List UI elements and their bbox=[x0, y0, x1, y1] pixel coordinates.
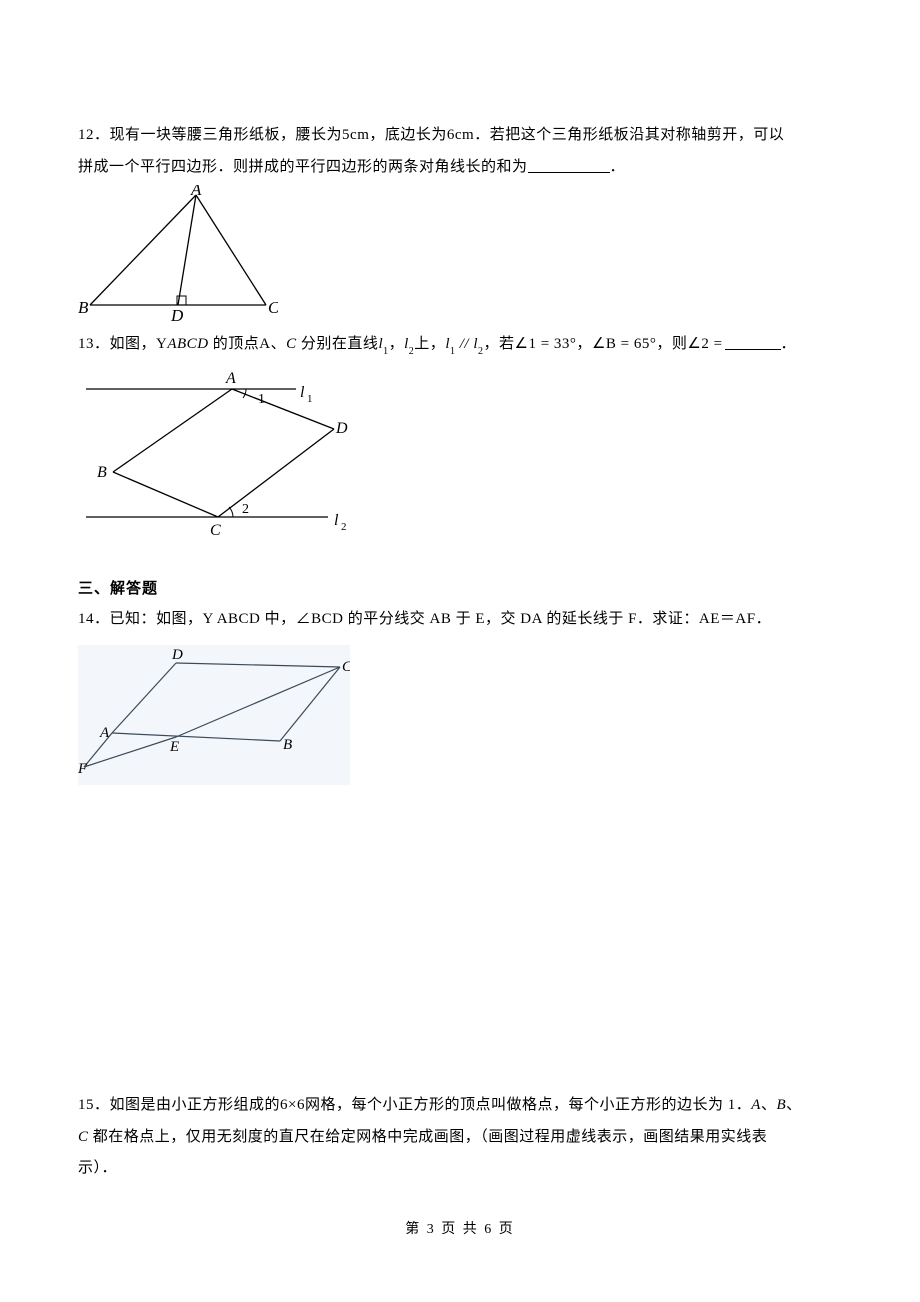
q13-period: ． bbox=[781, 336, 797, 352]
q15-A: A bbox=[751, 1097, 761, 1113]
q13-blank bbox=[725, 331, 781, 350]
q12-text-b: ，底边长为 bbox=[369, 127, 447, 143]
svg-text:2: 2 bbox=[341, 521, 347, 533]
q15-num: 15． bbox=[78, 1097, 110, 1113]
q15-text-c: 、 bbox=[761, 1097, 777, 1113]
q13-ang2: ∠2 = bbox=[687, 336, 722, 352]
q13-A: A bbox=[259, 336, 270, 352]
q13-para: // bbox=[455, 336, 473, 352]
q12-val2: 6cm bbox=[447, 127, 474, 143]
svg-text:C: C bbox=[268, 298, 278, 317]
q14-figure: D C A B E F bbox=[78, 645, 842, 785]
section-3-heading: 三、解答题 bbox=[78, 577, 842, 598]
q15-text-e: 都在格点上，仅用无刻度的直尺在给定网格中完成画图，（画图过程用虚线表示，画图结果… bbox=[89, 1129, 768, 1145]
q13-angB: ∠B = 65° bbox=[592, 336, 656, 352]
svg-text:D: D bbox=[335, 420, 348, 437]
q15-text-d: 、 bbox=[786, 1097, 802, 1113]
svg-text:D: D bbox=[171, 647, 183, 663]
q15-text: 15．如图是由小正方形组成的6×6网格，每个小正方形的顶点叫做格点，每个小正方形… bbox=[78, 1090, 842, 1185]
q14-num: 14． bbox=[78, 611, 110, 627]
q13-comma1: ， bbox=[389, 336, 405, 352]
q13-l1b-sub: 1 bbox=[450, 346, 456, 357]
q12-triangle-svg: A B C D bbox=[78, 185, 278, 325]
svg-text:l: l bbox=[300, 384, 305, 401]
svg-text:C: C bbox=[342, 659, 350, 675]
q12-text: 12．现有一块等腰三角形纸板，腰长为5cm，底边长为6cm．若把这个三角形纸板沿… bbox=[78, 120, 842, 183]
q15-text-b: 网格，每个小正方形的顶点叫做格点，每个小正方形的边长为 1． bbox=[305, 1097, 751, 1113]
svg-text:E: E bbox=[169, 739, 179, 755]
q15-C: C bbox=[78, 1129, 89, 1145]
footer-mid: 页 共 bbox=[436, 1222, 485, 1237]
q12-num: 12． bbox=[78, 127, 110, 143]
q13-text-c: 、 bbox=[271, 336, 287, 352]
q13-l2-sub: 2 bbox=[409, 346, 415, 357]
q13-C: C bbox=[286, 336, 297, 352]
q13-l1-sub: 1 bbox=[383, 346, 389, 357]
svg-text:F: F bbox=[78, 761, 88, 777]
q12-figure: A B C D bbox=[78, 185, 842, 325]
svg-text:B: B bbox=[78, 298, 89, 317]
q12-blank bbox=[528, 154, 610, 173]
svg-text:A: A bbox=[190, 185, 202, 199]
q15-grid: 6×6 bbox=[280, 1097, 305, 1113]
q13-figure: ABCDl1l212 bbox=[78, 367, 842, 547]
svg-text:A: A bbox=[99, 725, 110, 741]
q13-text: 13．如图，YABCD 的顶点A、C 分别在直线l1，l2上，l1 // l2，… bbox=[78, 329, 842, 361]
q13-text-e: 上， bbox=[414, 336, 445, 352]
q13-text-d: 分别在直线 bbox=[297, 336, 379, 352]
svg-text:1: 1 bbox=[258, 392, 265, 407]
q13-text-g: ，则 bbox=[656, 336, 687, 352]
q13-text-a: 如图，Y bbox=[110, 336, 168, 352]
svg-text:2: 2 bbox=[242, 502, 249, 517]
q13-comma2: ， bbox=[576, 336, 592, 352]
q13-parallelogram-svg: ABCDl1l212 bbox=[78, 367, 358, 547]
svg-text:B: B bbox=[283, 737, 292, 753]
q15-text-a: 如图是由小正方形组成的 bbox=[110, 1097, 281, 1113]
footer-page: 3 bbox=[427, 1222, 436, 1237]
q12-period: ． bbox=[610, 159, 626, 175]
q12-text-d: 拼成一个平行四边形．则拼成的平行四边形的两条对角线长的和为 bbox=[78, 159, 528, 175]
footer-suffix: 页 bbox=[493, 1222, 515, 1237]
page: 12．现有一块等腰三角形纸板，腰长为5cm，底边长为6cm．若把这个三角形纸板沿… bbox=[0, 0, 920, 1302]
q12-text-c: ．若把这个三角形纸板沿其对称轴剪开，可以 bbox=[474, 127, 784, 143]
svg-text:1: 1 bbox=[307, 393, 313, 405]
q13-text-f: ，若 bbox=[484, 336, 515, 352]
q13-text-b: 的顶点 bbox=[209, 336, 260, 352]
q12-text-a: 现有一块等腰三角形纸板，腰长为 bbox=[110, 127, 343, 143]
q13-abcd: ABCD bbox=[167, 336, 208, 352]
q15-text-f: 示）． bbox=[78, 1160, 117, 1176]
svg-text:D: D bbox=[170, 306, 184, 325]
q14-text-body: 已知：如图，Y ABCD 中，∠BCD 的平分线交 AB 于 E，交 DA 的延… bbox=[110, 611, 772, 627]
q13-num: 13． bbox=[78, 336, 110, 352]
q15-B: B bbox=[776, 1097, 786, 1113]
q14-parallelogram-svg: D C A B E F bbox=[78, 645, 350, 785]
q13-ang1: ∠1 = 33° bbox=[515, 336, 577, 352]
svg-text:A: A bbox=[225, 370, 236, 387]
footer-total: 6 bbox=[484, 1222, 493, 1237]
q14-text: 14．已知：如图，Y ABCD 中，∠BCD 的平分线交 AB 于 E，交 DA… bbox=[78, 604, 842, 636]
footer-prefix: 第 bbox=[405, 1222, 427, 1237]
svg-text:C: C bbox=[210, 522, 221, 539]
page-footer: 第 3 页 共 6 页 bbox=[0, 1218, 920, 1238]
q12-val1: 5cm bbox=[342, 127, 369, 143]
q13-l2b-sub: 2 bbox=[478, 346, 484, 357]
svg-text:B: B bbox=[97, 464, 107, 481]
svg-text:l: l bbox=[334, 512, 339, 529]
